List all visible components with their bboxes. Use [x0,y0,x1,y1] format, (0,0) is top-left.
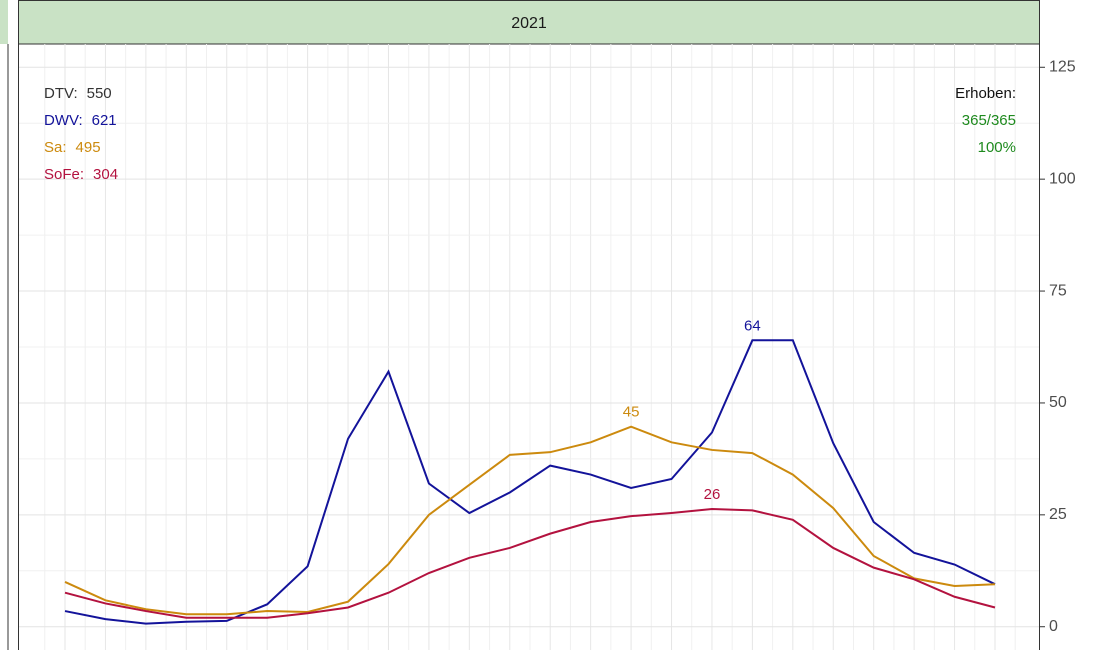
data-label: 45 [623,404,640,421]
series-line [64,339,996,625]
coverage-label: 100% [978,139,1016,156]
facet-strip [18,0,1040,45]
y-tick-label: 50 [1049,394,1067,411]
facet-title: 2021 [511,15,547,32]
stat-value: 550 [87,85,112,102]
stat-value: 495 [76,139,101,156]
series-line [64,425,996,616]
stat-name: DWV: [44,112,83,129]
y-tick-label: 125 [1049,58,1076,75]
stat-value: 304 [93,166,118,183]
y-tick-label: 0 [1049,618,1058,635]
coverage-label: Erhoben: [955,85,1016,102]
stat-label: DWV: 621 [44,112,117,129]
stat-label: Sa: 495 [44,139,101,156]
coverage-label: 365/365 [962,112,1016,129]
stat-label: SoFe: 304 [44,166,118,183]
data-label: 64 [744,317,761,334]
prev-strip [0,0,8,44]
y-tick-label: 75 [1049,282,1067,299]
stat-name: Sa: [44,139,67,156]
stat-value: 621 [92,112,117,129]
stat-label: DTV: 550 [44,85,112,102]
series-line [64,508,996,619]
stat-name: DTV: [44,85,78,102]
grid [19,44,1039,650]
data-label: 26 [704,486,721,503]
stat-name: SoFe: [44,166,84,183]
y-tick-label: 25 [1049,506,1067,523]
y-tick-label: 100 [1049,170,1076,187]
